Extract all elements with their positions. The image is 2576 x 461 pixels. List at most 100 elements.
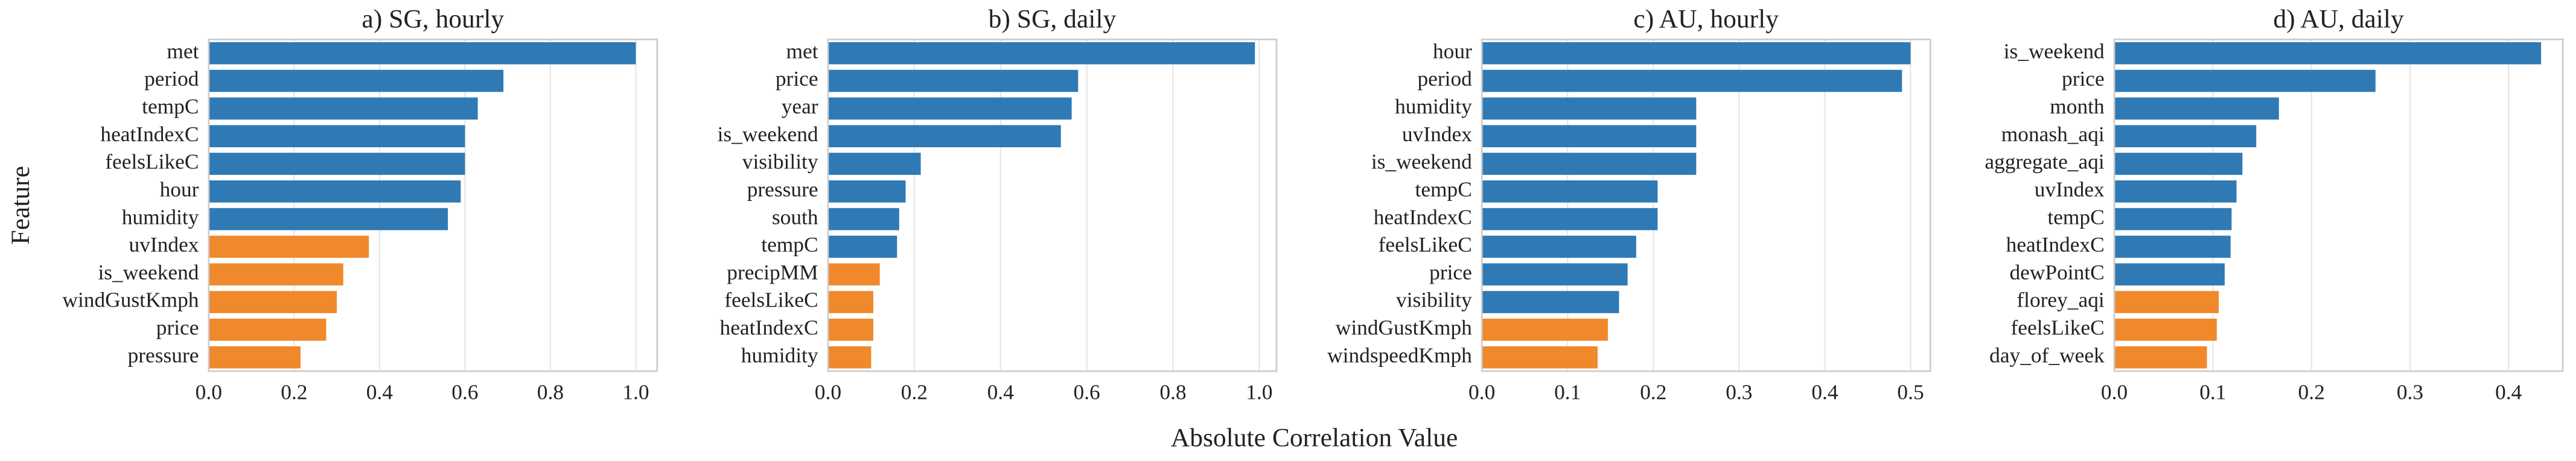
- x-tick-label: 0.0: [1468, 380, 1495, 404]
- x-axis-label: Absolute Correlation Value: [1171, 423, 1458, 452]
- bar: [1482, 42, 1911, 65]
- bar: [1482, 263, 1628, 286]
- y-tick-label: period: [1417, 66, 1472, 91]
- y-tick-label: feelsLikeC: [724, 288, 818, 312]
- bar: [2114, 208, 2232, 230]
- bar: [208, 125, 465, 148]
- x-tick-label: 0.5: [1897, 380, 1924, 404]
- y-tick-label: is_weekend: [98, 260, 199, 284]
- plot-frame: [827, 38, 1278, 372]
- y-tick-label: pressure: [128, 343, 199, 367]
- y-tick-label: period: [144, 66, 199, 91]
- y-tick-label: met: [786, 39, 818, 63]
- bar: [2114, 291, 2219, 313]
- bar: [208, 69, 504, 92]
- bar: [2114, 69, 2376, 92]
- y-tick-label: price: [776, 66, 818, 91]
- bar: [2114, 346, 2207, 369]
- plot-frame: [2113, 38, 2564, 372]
- bar: [1482, 208, 1658, 230]
- bar: [827, 42, 1255, 65]
- x-tick-label: 0.0: [196, 380, 222, 404]
- x-tick-label: 0.6: [1073, 380, 1100, 404]
- y-tick-label: month: [2050, 94, 2105, 118]
- bar: [2114, 263, 2225, 286]
- panel-title: d) AU, daily: [2273, 4, 2404, 33]
- bar: [827, 125, 1061, 148]
- bar: [1482, 97, 1697, 120]
- bar: [1482, 319, 1608, 341]
- y-tick-label: humidity: [122, 205, 199, 229]
- bar: [827, 153, 921, 175]
- x-tick-label: 1.0: [1246, 380, 1272, 404]
- bar: [208, 153, 465, 175]
- y-tick-label: year: [782, 94, 818, 118]
- y-tick-label: precipMM: [727, 260, 818, 284]
- y-tick-label: heatIndexC: [2006, 232, 2105, 256]
- y-tick-label: feelsLikeC: [105, 150, 199, 174]
- y-tick-label: price: [1429, 260, 1472, 284]
- bar: [827, 346, 872, 369]
- x-tick-label: 0.4: [1811, 380, 1838, 404]
- bar: [208, 291, 337, 313]
- x-tick-label: 0.2: [901, 380, 928, 404]
- x-tick-label: 0.4: [366, 380, 394, 404]
- bar: [827, 97, 1072, 120]
- x-tick-label: 0.1: [2199, 380, 2226, 404]
- y-tick-label: is_weekend: [2004, 39, 2105, 63]
- bar: [2114, 42, 2542, 65]
- x-tick-label: 0.4: [987, 380, 1015, 404]
- y-tick-label: visibility: [1396, 288, 1472, 312]
- y-tick-label: hour: [160, 177, 199, 201]
- y-axis-label: Feature: [6, 166, 35, 245]
- y-tick-label: florey_aqi: [2016, 288, 2105, 312]
- bar: [2114, 125, 2257, 148]
- bar: [1482, 153, 1697, 175]
- bar: [1482, 235, 1636, 258]
- x-tick-label: 0.2: [281, 380, 307, 404]
- bar: [2114, 180, 2237, 203]
- y-tick-label: price: [2062, 66, 2105, 91]
- bar: [827, 235, 897, 258]
- y-tick-label: heatIndexC: [1374, 205, 1472, 229]
- bar: [827, 291, 873, 313]
- bar: [1482, 69, 1902, 92]
- x-tick-label: 0.0: [2101, 380, 2128, 404]
- bar: [208, 97, 478, 120]
- bar: [827, 69, 1079, 92]
- bar: [208, 235, 369, 258]
- bar: [2114, 235, 2231, 258]
- y-tick-label: uvIndex: [1402, 122, 1472, 146]
- y-tick-label: windGustKmph: [62, 288, 199, 312]
- bar: [208, 263, 343, 286]
- bar: [208, 208, 448, 230]
- bar: [208, 42, 636, 65]
- x-tick-label: 0.3: [2397, 380, 2423, 404]
- bar: [1482, 291, 1619, 313]
- bar: [2114, 319, 2217, 341]
- y-tick-label: humidity: [741, 343, 818, 367]
- x-tick-label: 0.8: [1159, 380, 1186, 404]
- plot-frame: [208, 38, 658, 372]
- y-tick-label: heatIndexC: [720, 316, 818, 340]
- y-tick-label: tempC: [761, 232, 818, 256]
- y-tick-label: humidity: [1395, 94, 1472, 118]
- y-tick-label: is_weekend: [718, 122, 818, 146]
- bar: [208, 180, 461, 203]
- plot-frame: [1481, 38, 1931, 372]
- bar: [208, 346, 301, 369]
- y-tick-label: tempC: [2047, 205, 2104, 229]
- x-tick-label: 0.0: [815, 380, 841, 404]
- y-tick-label: south: [772, 205, 818, 229]
- y-tick-label: visibility: [742, 150, 818, 174]
- y-tick-label: is_weekend: [1371, 150, 1472, 174]
- bar: [827, 180, 906, 203]
- x-tick-label: 0.1: [1554, 380, 1581, 404]
- x-tick-label: 0.2: [1640, 380, 1666, 404]
- y-tick-label: price: [156, 316, 199, 340]
- bar: [1482, 125, 1697, 148]
- bar: [1482, 180, 1658, 203]
- x-tick-label: 0.8: [537, 380, 564, 404]
- bar: [1482, 346, 1598, 369]
